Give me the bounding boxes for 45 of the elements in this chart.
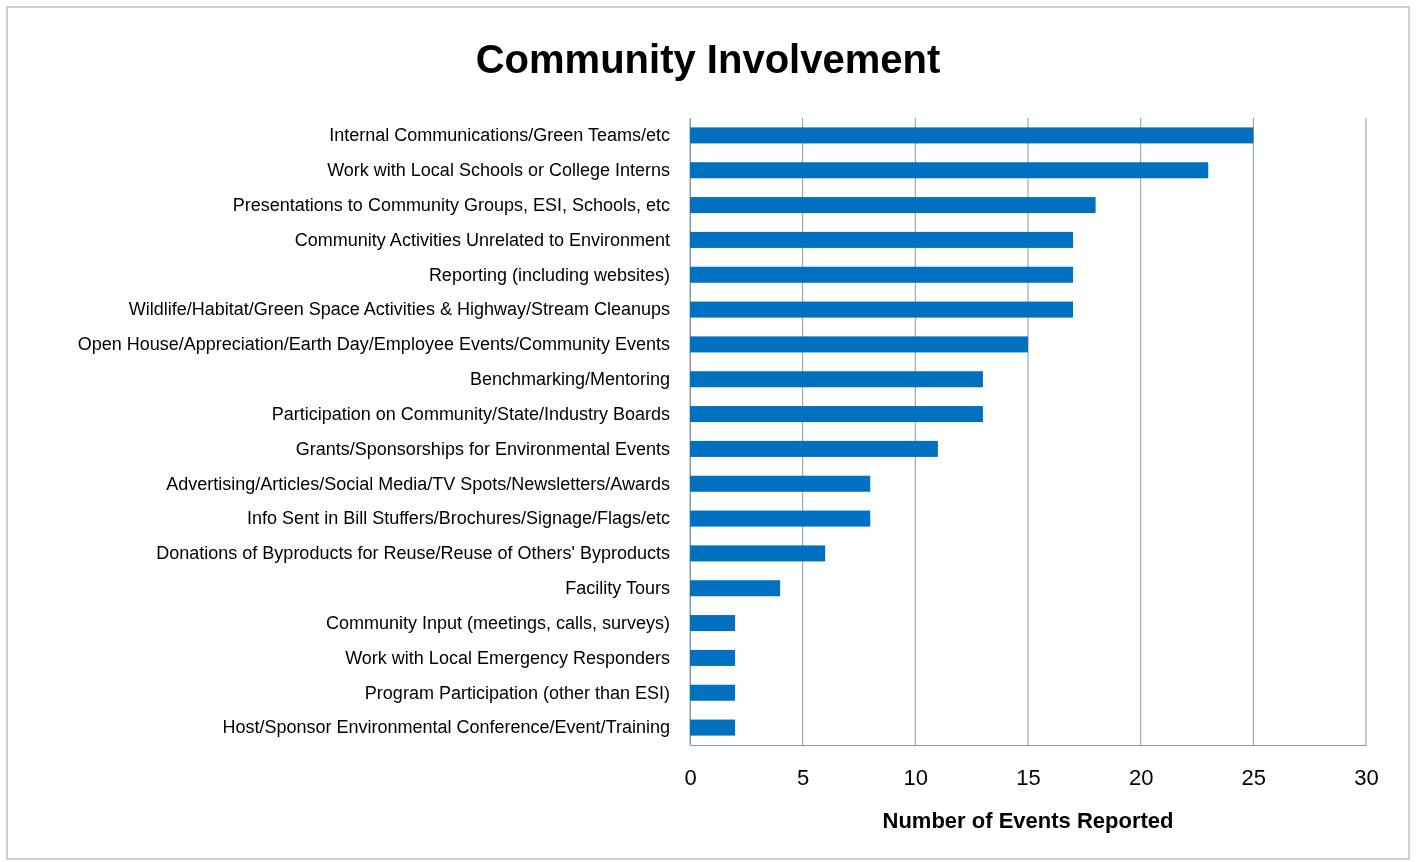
y-tick-label: Advertising/Articles/Social Media/TV Spots/Newsletters/Awards [166,473,670,494]
y-tick-label: Work with Local Schools or College Interns [327,160,670,181]
y-tick-label: Presentations to Community Groups, ESI, Schools, etc [232,194,670,215]
bar [690,301,1074,318]
y-tick-label: Wildlife/Habitat/Green Space Activities & Highway/Stream Cleanups [128,299,670,320]
y-tick-label: Info Sent in Bill Stuffers/Brochures/Signage/Flags/etc [247,508,670,529]
y-tick-label: Grants/Sponsorships for Environmental Events [295,438,670,459]
bar [690,580,781,597]
bar [690,371,983,388]
y-tick-label: Open House/Appreciation/Earth Day/Employee Events/Community Events [77,334,670,355]
bar [690,475,871,492]
y-tick-label: Community Activities Unrelated to Environment [294,229,670,250]
chart-title: Community Involvement [475,37,941,81]
bar [690,197,1096,214]
x-tick-label: 0 [684,764,697,790]
bar [690,649,736,666]
bar [690,510,871,527]
x-tick-label: 30 [1354,764,1379,790]
y-tick-label: Community Input (meetings, calls, surveys) [325,612,670,633]
y-tick-label: Program Participation (other than ESI) [364,682,670,703]
bar [690,406,983,423]
x-tick-label: 20 [1128,764,1154,790]
bar [690,162,1209,179]
x-tick-label: 10 [903,764,929,790]
x-axis-title: Number of Events Reported [882,808,1174,833]
x-tick-label: 15 [1016,764,1041,790]
x-tick-label: 25 [1241,764,1267,790]
y-tick-label: Work with Local Emergency Responders [345,647,670,668]
bar [690,684,736,701]
y-tick-label: Internal Communications/Green Teams/etc [329,125,670,146]
y-tick-label: Donations of Byproducts for Reuse/Reuse of Others' Byproducts [156,543,670,564]
bar [690,127,1254,144]
y-tick-label: Participation on Community/State/Industry Boards [271,403,670,424]
bar [690,266,1074,283]
bar [690,719,736,736]
y-tick-label: Facility Tours [565,578,670,599]
y-tick-label: Benchmarking/Mentoring [469,369,670,390]
bar [690,231,1074,248]
x-tick-label: 5 [797,764,810,790]
bar [690,545,826,562]
bar [690,336,1028,353]
bar [690,440,938,457]
y-tick-label: Reporting (including websites) [428,264,670,285]
y-tick-label: Host/Sponsor Environmental Conference/Event/Training [222,717,670,738]
bar [690,615,736,632]
